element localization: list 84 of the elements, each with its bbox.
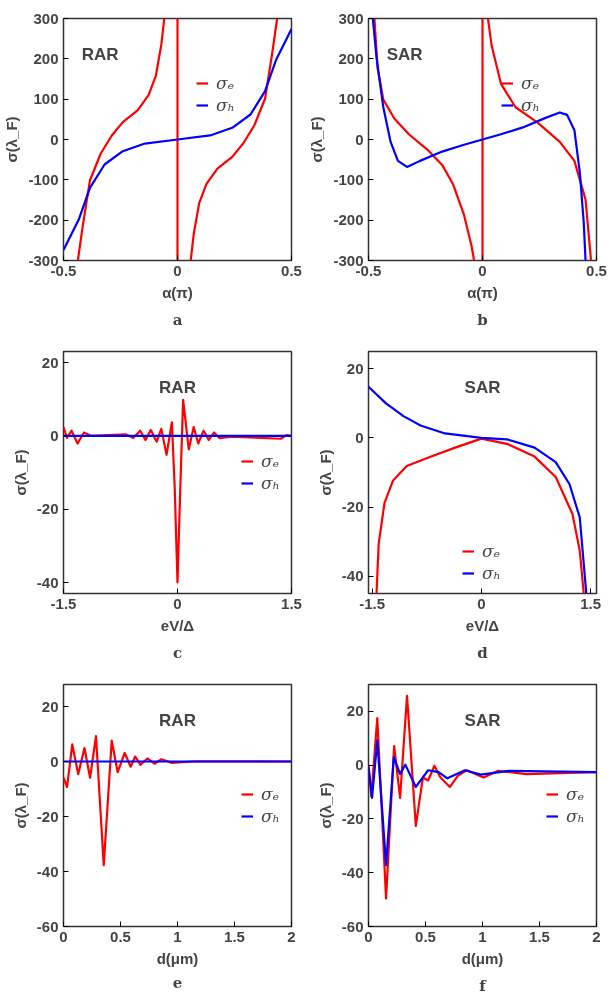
x-tick-label: 0	[477, 594, 486, 612]
x-tick-label: 1.5	[529, 927, 550, 945]
legend-label: σₕ	[261, 806, 281, 826]
y-tick-label: 0	[355, 756, 364, 774]
y-tick-label: -100	[333, 170, 364, 188]
y-tick-label: -40	[341, 567, 364, 585]
y-axis-title: σ(λ_F)	[11, 449, 29, 496]
legend-label: σₑ	[261, 784, 281, 804]
annotation: RAR	[81, 44, 119, 64]
y-tick-label: -20	[36, 500, 59, 518]
y-tick-label: 0	[50, 130, 59, 148]
x-axis-title: d(μm)	[156, 949, 199, 967]
y-tick-label: 0	[355, 428, 364, 446]
y-tick-label: -40	[36, 573, 59, 591]
legend-label: σₕ	[566, 806, 586, 826]
y-tick-label: -40	[36, 862, 59, 880]
legend-label: σₑ	[482, 541, 502, 561]
x-tick-label: 1	[478, 927, 487, 945]
x-tick-label: 0.5	[110, 927, 131, 945]
x-tick-label: 1.5	[281, 594, 302, 612]
y-tick-label: 20	[346, 359, 364, 377]
x-tick-label: 0.5	[586, 261, 607, 279]
x-axis-title: α(π)	[467, 283, 498, 301]
y-tick-label: -20	[341, 498, 364, 516]
text: e	[172, 973, 183, 992]
y-axis-title: σ(λ_F)	[316, 782, 334, 829]
y-tick-label: -60	[36, 917, 59, 935]
legend-label: σₕ	[261, 473, 281, 493]
y-tick-label: 200	[338, 49, 364, 67]
y-tick-label: 0	[50, 752, 59, 770]
annotation: RAR	[159, 377, 196, 397]
legend-label: σₑ	[566, 784, 586, 804]
annotation: SAR	[464, 377, 501, 397]
y-tick-label: 300	[338, 9, 364, 27]
y-tick-label: -100	[28, 170, 59, 188]
x-tick-label: 1.5	[224, 927, 245, 945]
text: c	[172, 643, 183, 662]
x-tick-label: 0	[478, 261, 487, 279]
x-axis-title: eV/Δ	[465, 616, 500, 634]
y-tick-label: -20	[36, 807, 59, 825]
legend-label: σₑ	[216, 73, 236, 93]
y-axis-title: σ(λ_F)	[11, 782, 29, 829]
y-axis-title: σ(λ_F)	[308, 116, 326, 163]
legend-label: σₑ	[261, 451, 281, 471]
x-tick-label: 0	[173, 261, 182, 279]
text: d	[477, 643, 489, 662]
legend-label: σₑ	[521, 73, 541, 93]
x-tick-label: -1.5	[359, 594, 386, 612]
x-tick-label: 0.5	[281, 261, 302, 279]
y-tick-label: 0	[50, 426, 59, 444]
y-tick-label: 300	[33, 9, 59, 27]
x-tick-label: -1.5	[50, 594, 77, 612]
x-tick-label: 2	[287, 927, 296, 945]
y-tick-label: 0	[355, 130, 364, 148]
y-axis-title: σ(λ_F)	[3, 116, 21, 163]
x-axis-title: d(μm)	[461, 949, 504, 967]
x-tick-label: 1	[173, 927, 182, 945]
x-axis-title: α(π)	[162, 283, 193, 301]
annotation: RAR	[159, 710, 196, 730]
y-tick-label: 100	[33, 90, 59, 108]
y-tick-label: -20	[341, 809, 364, 827]
y-tick-label: 200	[33, 49, 59, 67]
y-tick-label: 20	[346, 702, 364, 720]
x-axis-title: eV/Δ	[160, 616, 195, 634]
text: a	[172, 310, 183, 329]
annotation: SAR	[386, 44, 423, 64]
x-tick-label: 1.5	[580, 594, 602, 612]
legend-label: σₕ	[521, 95, 541, 115]
y-tick-label: 100	[338, 90, 364, 108]
y-tick-label: -200	[333, 211, 364, 229]
x-tick-label: 0.5	[415, 927, 436, 945]
y-axis-title: σ(λ_F)	[316, 449, 334, 496]
y-tick-label: -40	[341, 863, 364, 881]
x-tick-label: 0	[173, 594, 182, 612]
legend-label: σₕ	[482, 563, 502, 583]
legend-label: σₕ	[216, 95, 236, 115]
x-tick-label: 2	[592, 927, 601, 945]
y-tick-label: -60	[341, 917, 364, 935]
y-tick-label: 20	[41, 697, 59, 715]
y-tick-label: -200	[28, 211, 59, 229]
text: b	[477, 310, 488, 329]
y-tick-label: 20	[41, 353, 59, 371]
text: f	[479, 976, 488, 995]
annotation: SAR	[464, 710, 501, 730]
